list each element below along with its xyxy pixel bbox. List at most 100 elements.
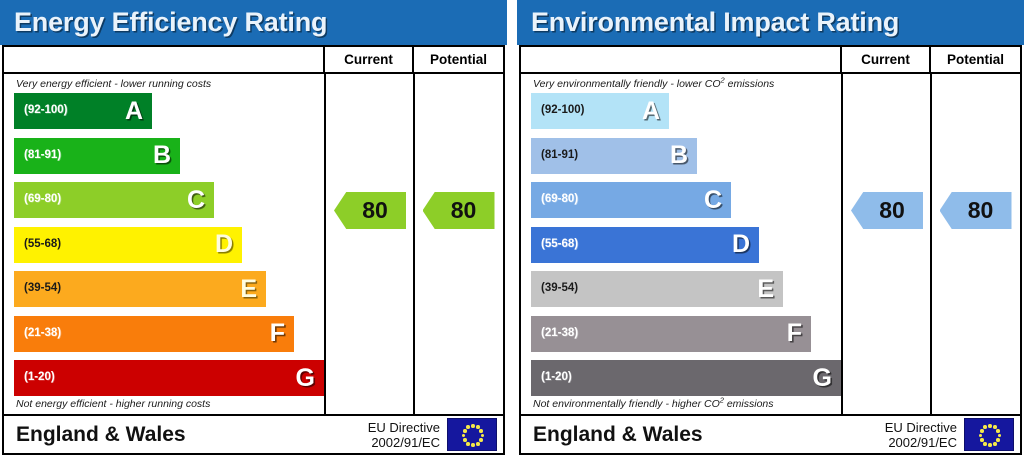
band-row-b: (81-91) B: [521, 137, 841, 174]
eu-flag-star: [480, 433, 485, 438]
band-bar-a: (92-100) A: [14, 93, 152, 129]
eu-flag-star: [979, 438, 984, 443]
top-caption: Very environmentally friendly - lower CO…: [521, 75, 841, 91]
eu-flag-star: [988, 443, 992, 447]
band-row-c: (69-80) C: [521, 182, 841, 218]
eu-flag-star: [997, 433, 1002, 438]
band-row-f: (21-38) F: [521, 315, 841, 352]
band-range-c: (69-80): [541, 193, 579, 206]
band-bar-f: (21-38) F: [531, 315, 811, 352]
bottom-caption: Not energy efficient - higher running co…: [16, 398, 211, 410]
band-range-f: (21-38): [541, 326, 579, 339]
eu-flag-star: [466, 441, 471, 446]
eu-flag-star: [992, 425, 997, 430]
eu-flag-star: [978, 433, 983, 438]
eu-flag-star: [471, 443, 475, 447]
top-caption-post: emissions: [724, 78, 775, 90]
eu-flag-star: [992, 441, 997, 446]
energy-efficiency-header: Energy Efficiency Rating: [0, 0, 507, 45]
band-range-e: (39-54): [541, 282, 579, 295]
column-header-current: Current: [325, 47, 414, 72]
band-bar-e: (39-54) E: [14, 271, 266, 307]
band-range-c: (69-80): [24, 193, 62, 206]
eu-flag-star: [475, 441, 480, 446]
band-bar-c: (69-80) C: [531, 182, 731, 218]
band-row-a: (92-100) A: [4, 93, 324, 129]
eu-flag-star: [462, 438, 467, 443]
band-range-b: (81-91): [24, 148, 62, 161]
environmental-impact-header: Environmental Impact Rating: [517, 0, 1024, 45]
band-bar-f: (21-38) F: [14, 315, 294, 352]
energy-efficiency-footer: England & Wales EU Directive 2002/91/EC: [2, 416, 505, 455]
band-letter-d: D: [731, 230, 750, 258]
eu-flag-star: [462, 428, 467, 433]
eu-flag-star: [479, 438, 484, 443]
energy-efficiency-panel: Energy Efficiency Rating Current Potenti…: [0, 0, 507, 457]
band-row-g: (1-20) G: [4, 360, 324, 396]
column-header-spacer: [4, 47, 325, 72]
chart-row: Very environmentally friendly - lower CO…: [521, 74, 1020, 414]
band-range-g: (1-20): [24, 371, 55, 384]
band-row-b: (81-91) B: [4, 137, 324, 174]
current-score-arrow: 80: [851, 192, 923, 229]
band-bars-stack: (92-100) A (81-91) B (69: [4, 91, 324, 398]
page-title: Energy Efficiency Rating: [14, 7, 328, 37]
band-range-g: (1-20): [541, 371, 572, 384]
footer-region-label: England & Wales: [16, 422, 186, 446]
bars-column: Very energy efficient - lower running co…: [4, 74, 326, 414]
column-header-current: Current: [842, 47, 931, 72]
current-score-column: 80: [326, 74, 415, 414]
band-row-d: (55-68) D: [521, 226, 841, 263]
eu-flag-icon: [964, 418, 1014, 451]
footer-directive-line2: 2002/91/EC: [888, 434, 957, 450]
potential-score-arrow: 80: [939, 192, 1012, 229]
column-header-spacer: [521, 47, 842, 72]
eu-flag-star: [983, 425, 988, 430]
band-letter-c: C: [703, 185, 722, 214]
band-range-a: (92-100): [24, 104, 68, 117]
footer-directive-text: EU Directive 2002/91/EC: [368, 420, 440, 450]
footer-directive-text: EU Directive 2002/91/EC: [885, 420, 957, 450]
band-row-d: (55-68) D: [4, 226, 324, 263]
environmental-impact-chart: Current Potential Very environmentally f…: [519, 45, 1022, 416]
band-letter-e: E: [757, 274, 774, 303]
band-bar-d: (55-68) D: [14, 226, 242, 263]
bottom-caption-pre: Not environmentally friendly - higher CO: [533, 398, 720, 410]
band-row-e: (39-54) E: [521, 271, 841, 307]
footer-directive-line1: EU Directive: [367, 419, 440, 435]
band-bar-a: (92-100) A: [531, 93, 669, 129]
eu-flag-star: [461, 433, 466, 438]
energy-efficiency-chart: Current Potential Very energy efficient …: [2, 45, 505, 416]
band-letter-f: F: [786, 319, 802, 347]
top-caption: Very energy efficient - lower running co…: [16, 78, 212, 90]
band-row-f: (21-38) F: [4, 315, 324, 352]
eu-flag-star: [466, 425, 471, 430]
column-header-row: Current Potential: [521, 47, 1020, 74]
band-range-a: (92-100): [541, 104, 585, 117]
band-letter-d: D: [214, 230, 233, 258]
band-bar-g: (1-20) G: [14, 360, 324, 396]
eu-flag-star: [983, 441, 988, 446]
top-caption-pre: Very environmentally friendly - lower CO: [533, 78, 721, 90]
eu-flag-star: [996, 438, 1001, 443]
band-row-a: (92-100) A: [521, 93, 841, 129]
band-bar-b: (81-91) B: [531, 137, 697, 174]
band-bar-e: (39-54) E: [531, 271, 783, 307]
eu-flag-icon: [447, 418, 497, 451]
eu-flag-star: [979, 428, 984, 433]
footer-directive-line1: EU Directive: [884, 419, 957, 435]
top-caption-sup: 2: [720, 75, 725, 85]
eu-flag-star: [996, 428, 1001, 433]
eu-flag-star: [479, 428, 484, 433]
band-bar-b: (81-91) B: [14, 137, 180, 174]
bottom-caption: Not environmentally friendly - higher CO…: [521, 396, 841, 411]
band-range-f: (21-38): [24, 326, 62, 339]
current-score-value: 80: [879, 197, 905, 223]
band-letter-b: B: [152, 141, 171, 169]
band-bars-stack: (92-100) A (81-91) B (69: [521, 91, 841, 398]
column-header-potential: Potential: [429, 52, 487, 67]
eu-flag-star: [988, 424, 992, 428]
environmental-impact-footer: England & Wales EU Directive 2002/91/EC: [519, 416, 1022, 455]
band-range-b: (81-91): [541, 148, 579, 161]
